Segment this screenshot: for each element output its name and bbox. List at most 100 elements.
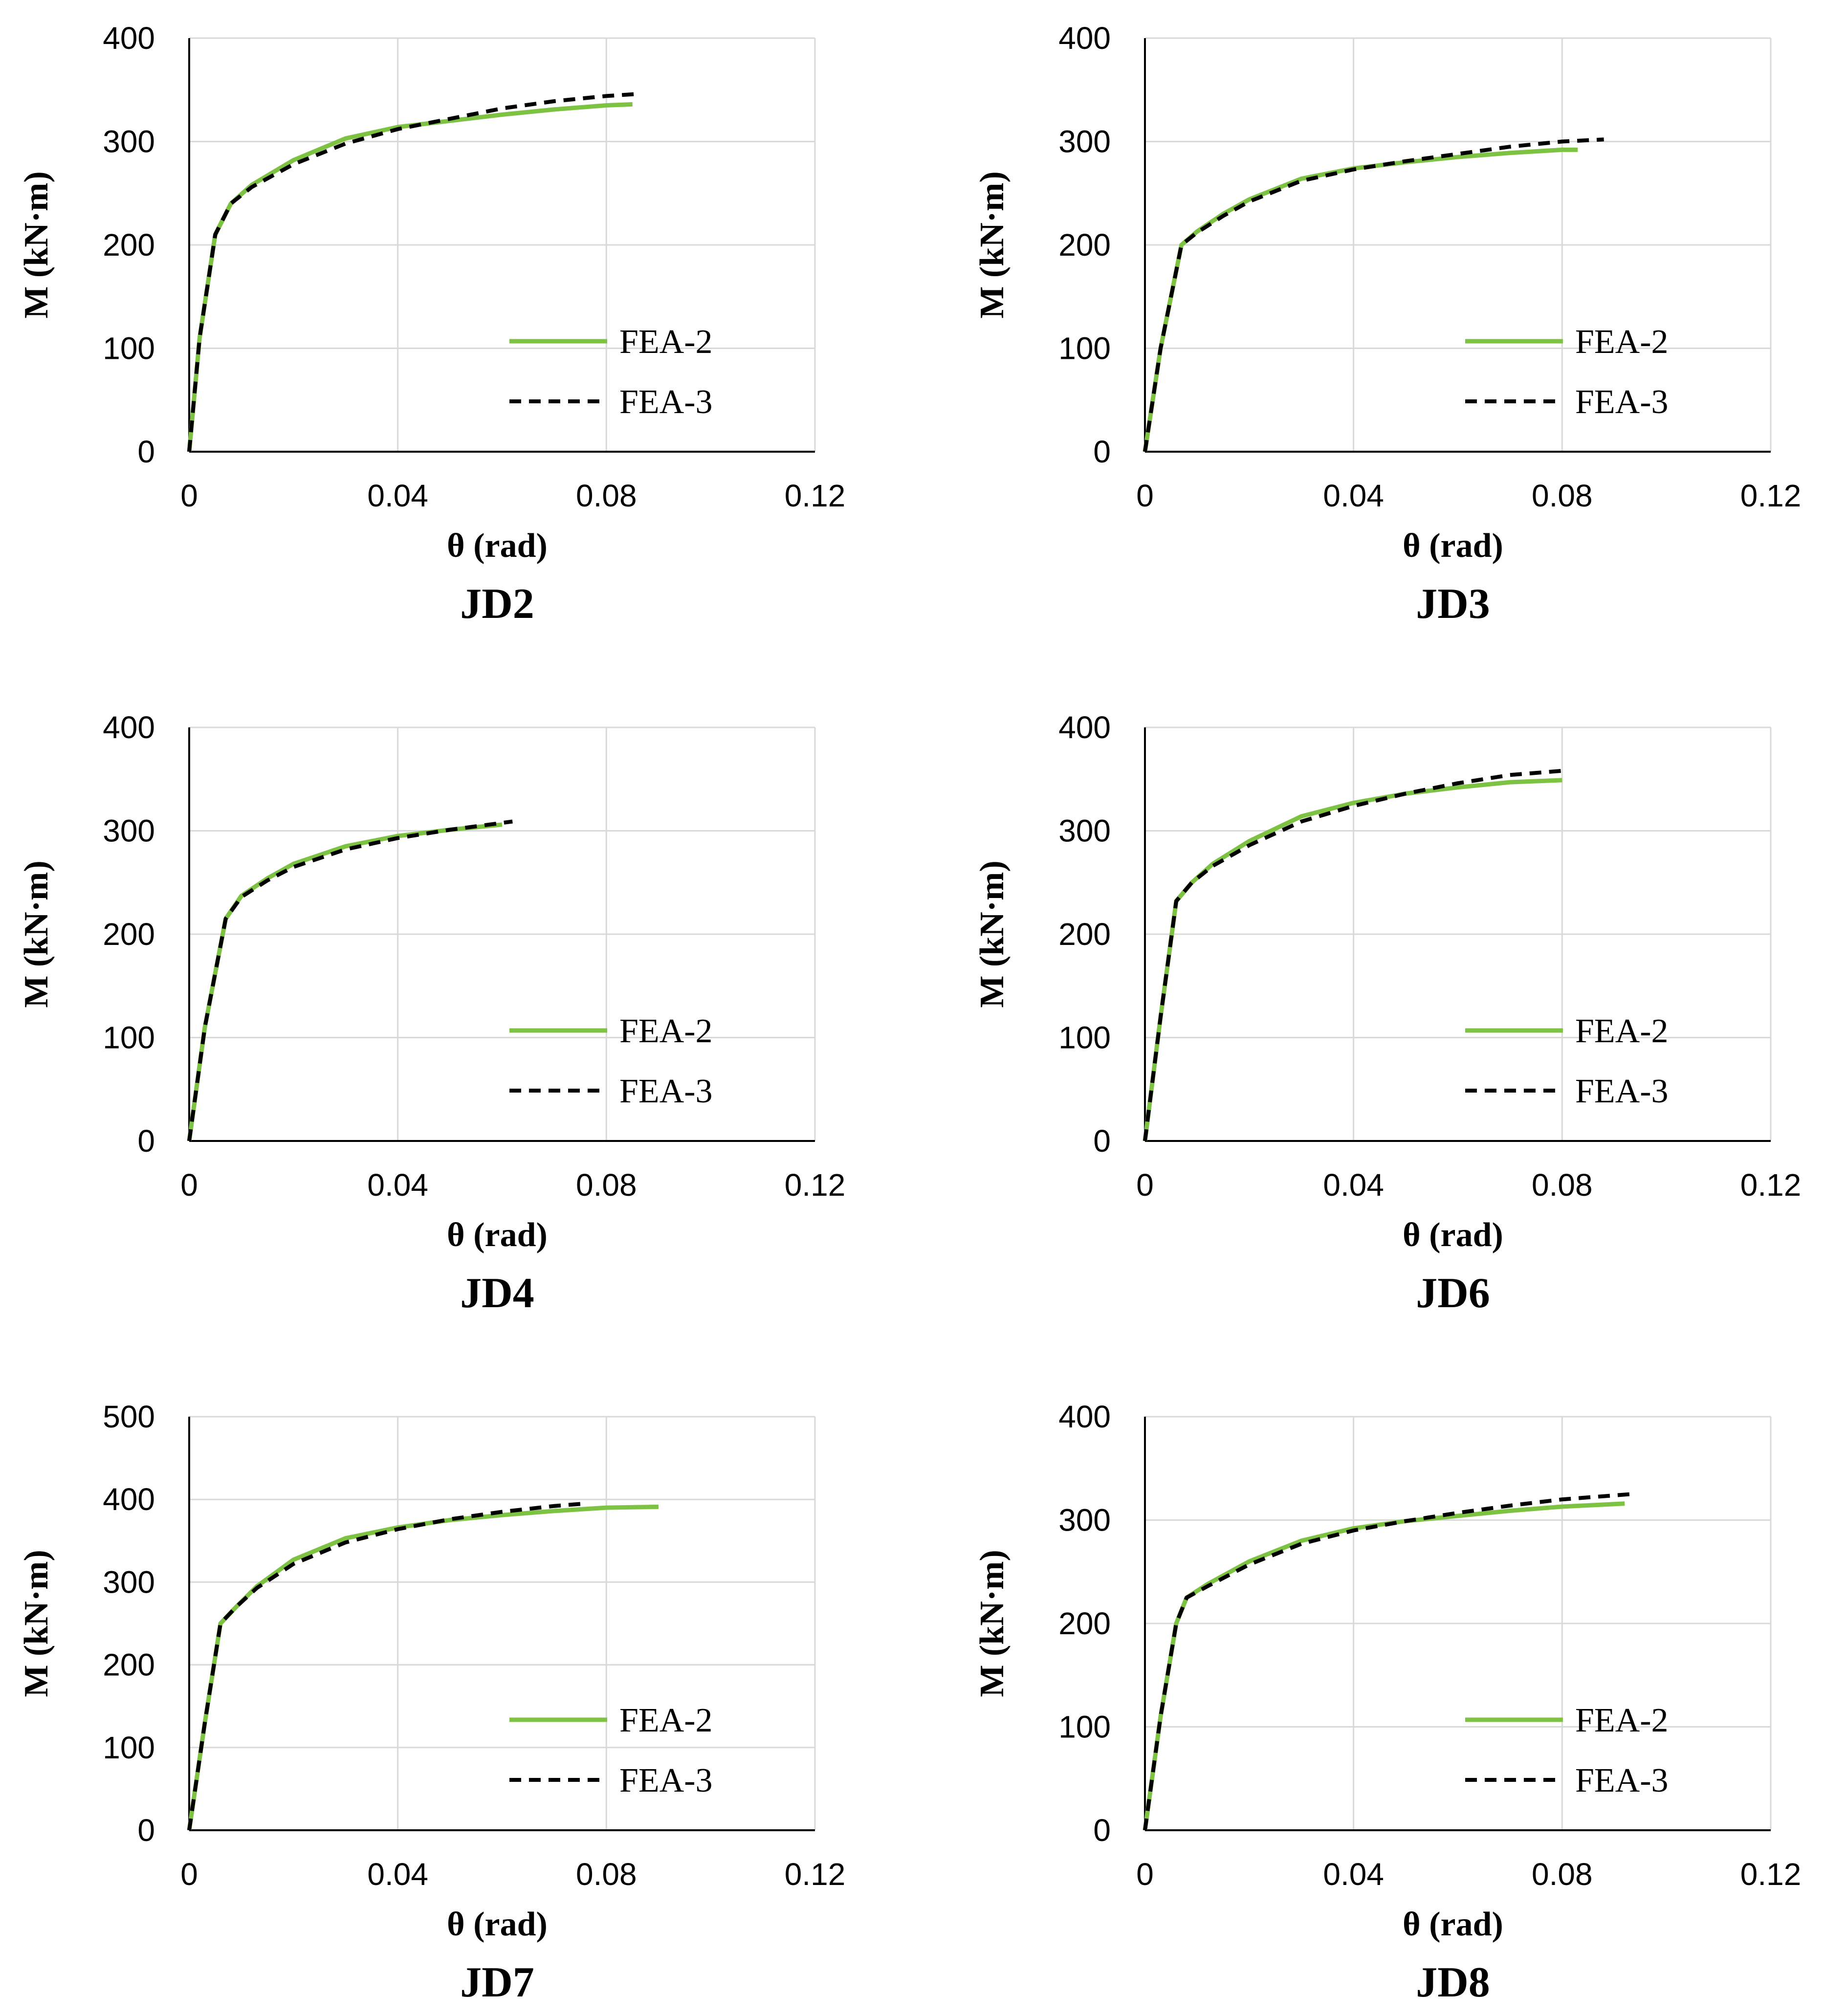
x-tick-label: 0 — [1136, 1167, 1154, 1203]
x-tick-label: 0.08 — [1532, 1167, 1593, 1203]
y-tick-label: 400 — [103, 1482, 155, 1517]
chart-panel-jd4: 0 100 200 300 400 0 0.04 0.08 0.12 θ (rad) M (kN·m… — [18, 710, 845, 1317]
chart-panel-jd7: 0 100 200 300 400 500 0 0.04 0.08 0.12 θ (rad) M (k… — [18, 1399, 845, 2006]
x-axis-label: θ (rad) — [1403, 1906, 1503, 1943]
x-axis-label: θ (rad) — [1403, 527, 1503, 565]
series-line-fea-3 — [187, 819, 513, 1141]
series-line-fea-2 — [187, 1504, 659, 1831]
x-tick-label: 0.12 — [1740, 1857, 1802, 1892]
y-axis-label: M (kN·m) — [18, 860, 55, 1008]
x-tick-label: 0.12 — [1740, 478, 1802, 513]
legend-label-fea-3: FEA-3 — [1575, 1073, 1669, 1110]
panel-title: JD8 — [1416, 1959, 1490, 2006]
y-tick-label: 0 — [137, 434, 155, 469]
y-tick-label: 400 — [1058, 21, 1111, 56]
x-tick-label: 0.04 — [1323, 478, 1384, 513]
y-tick-label: 300 — [103, 813, 155, 849]
x-axis-label: θ (rad) — [447, 527, 548, 565]
series-line-fea-2 — [1143, 147, 1578, 452]
y-tick-label: 300 — [1058, 813, 1111, 849]
x-tick-label: 0.12 — [785, 478, 846, 513]
x-tick-label: 0 — [180, 1857, 198, 1892]
series-line-fea-2 — [187, 102, 633, 452]
chart-panel-jd3: 0 100 200 300 400 0 0.04 0.08 0.12 θ (rad) M (kN·m… — [973, 21, 1801, 628]
y-tick-label: 500 — [103, 1399, 155, 1434]
x-tick-label: 0.04 — [367, 1857, 428, 1892]
x-tick-label: 0 — [1136, 1857, 1154, 1892]
y-tick-label: 200 — [1058, 227, 1111, 263]
series-line-fea-3 — [1143, 1492, 1630, 1831]
x-tick-label: 0.08 — [1532, 1857, 1593, 1892]
x-axis-label: θ (rad) — [1403, 1216, 1503, 1254]
panel-title: JD4 — [460, 1270, 534, 1317]
y-tick-label: 0 — [137, 1813, 155, 1848]
x-tick-label: 0.08 — [576, 1167, 637, 1203]
x-tick-label: 0.04 — [367, 1167, 428, 1203]
y-axis-label: M (kN·m) — [973, 1550, 1011, 1697]
y-tick-label: 100 — [103, 1730, 155, 1765]
chart-panel-jd6: 0 100 200 300 400 0 0.04 0.08 0.12 θ (rad) M (kN·m… — [973, 710, 1801, 1317]
y-tick-label: 400 — [1058, 710, 1111, 745]
y-tick-label: 400 — [103, 21, 155, 56]
y-tick-label: 0 — [1093, 434, 1111, 469]
y-tick-label: 300 — [1058, 1503, 1111, 1538]
y-axis-label: M (kN·m) — [973, 860, 1011, 1008]
legend-label-fea-3: FEA-3 — [1575, 1762, 1669, 1799]
legend-label-fea-2: FEA-2 — [619, 323, 713, 361]
x-tick-label: 0.12 — [1740, 1167, 1802, 1203]
y-tick-label: 300 — [103, 124, 155, 159]
x-tick-label: 0 — [1136, 478, 1154, 513]
y-tick-label: 100 — [1058, 331, 1111, 366]
y-tick-label: 100 — [103, 1020, 155, 1055]
legend-label-fea-2: FEA-2 — [1575, 1012, 1669, 1050]
legend-label-fea-3: FEA-3 — [619, 383, 713, 421]
y-tick-label: 0 — [1093, 1123, 1111, 1159]
panel-title: JD3 — [1416, 580, 1490, 628]
legend-label-fea-2: FEA-2 — [619, 1012, 713, 1050]
chart-panel-jd2: 0 100 200 300 400 0 0.04 0.08 0.12 θ (rad) M (kN·m… — [18, 21, 845, 628]
panel-title: JD7 — [460, 1959, 534, 2006]
legend-label-fea-2: FEA-2 — [1575, 323, 1669, 361]
series-line-fea-3 — [187, 92, 638, 452]
x-tick-label: 0 — [180, 1167, 198, 1203]
legend-label-fea-2: FEA-2 — [619, 1702, 713, 1739]
series-line-fea-2 — [1143, 1501, 1625, 1831]
x-tick-label: 0.08 — [576, 1857, 637, 1892]
y-axis-label: M (kN·m) — [973, 171, 1011, 318]
x-tick-label: 0.04 — [1323, 1857, 1384, 1892]
chart-panel-jd8: 0 100 200 300 400 0 0.04 0.08 0.12 θ (rad) M (kN·m… — [973, 1399, 1801, 2006]
panel-title: JD2 — [460, 580, 534, 628]
y-tick-label: 200 — [1058, 1606, 1111, 1641]
y-tick-label: 400 — [1058, 1399, 1111, 1434]
y-tick-label: 300 — [1058, 124, 1111, 159]
x-tick-label: 0 — [180, 478, 198, 513]
y-tick-label: 100 — [103, 331, 155, 366]
x-tick-label: 0.12 — [785, 1167, 846, 1203]
x-tick-label: 0.04 — [1323, 1167, 1384, 1203]
y-tick-label: 200 — [103, 1647, 155, 1683]
y-tick-label: 0 — [137, 1123, 155, 1159]
series-line-fea-2 — [187, 822, 503, 1141]
panel-title: JD6 — [1416, 1270, 1490, 1317]
y-tick-label: 100 — [1058, 1020, 1111, 1055]
series-line-fea-3 — [187, 1501, 586, 1831]
x-tick-label: 0.08 — [1532, 478, 1593, 513]
legend-label-fea-3: FEA-3 — [619, 1073, 713, 1110]
x-tick-label: 0.08 — [576, 478, 637, 513]
y-tick-label: 200 — [1058, 917, 1111, 952]
y-tick-label: 0 — [1093, 1813, 1111, 1848]
x-tick-label: 0.04 — [367, 478, 428, 513]
series-line-fea-3 — [1143, 137, 1604, 452]
y-tick-label: 200 — [103, 227, 155, 263]
legend-label-fea-2: FEA-2 — [1575, 1702, 1669, 1739]
y-tick-label: 100 — [1058, 1709, 1111, 1745]
y-axis-label: M (kN·m) — [18, 1550, 55, 1697]
series-line-fea-3 — [1143, 768, 1562, 1141]
legend-label-fea-3: FEA-3 — [1575, 383, 1669, 421]
y-tick-label: 400 — [103, 710, 155, 745]
x-tick-label: 0.12 — [785, 1857, 846, 1892]
x-axis-label: θ (rad) — [447, 1906, 548, 1943]
y-tick-label: 200 — [103, 917, 155, 952]
x-axis-label: θ (rad) — [447, 1216, 548, 1254]
